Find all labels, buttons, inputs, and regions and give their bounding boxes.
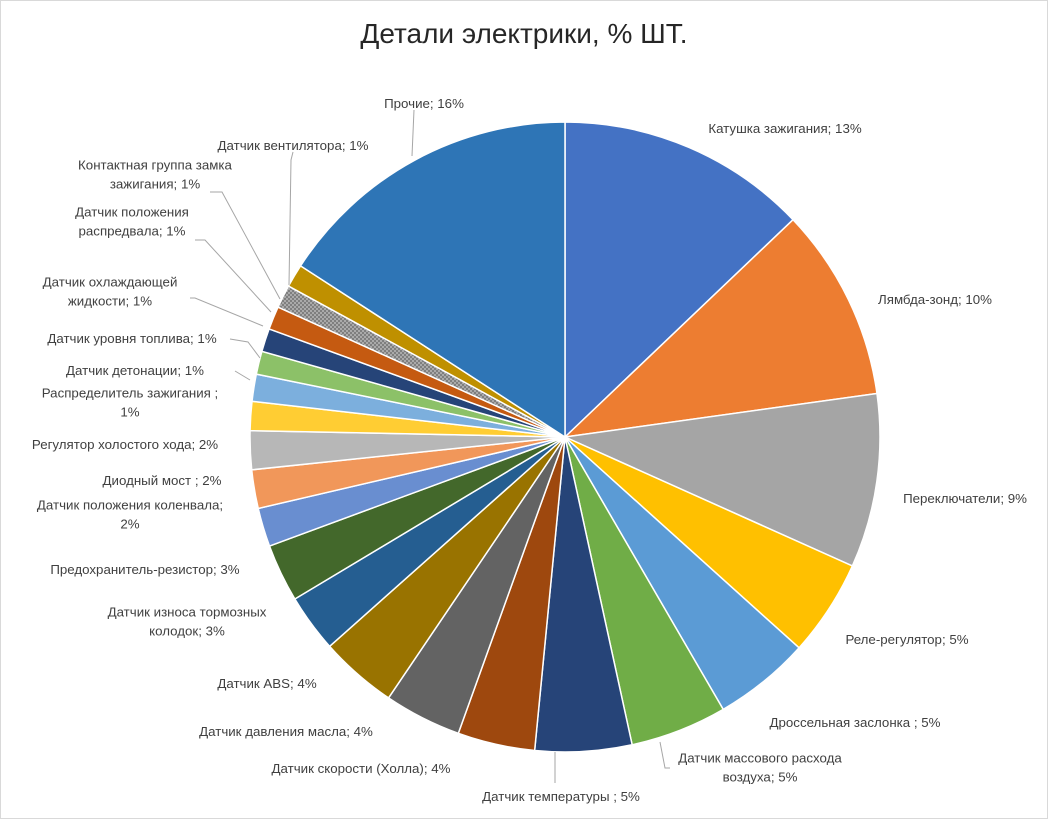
leader-line: [195, 239, 272, 313]
data-label-лямбда-зонд: Лямбда-зонд; 10%: [878, 292, 992, 307]
data-label-контактная-группа-замка-зажигания: Контактная группа замка зажигания; 1%: [78, 158, 232, 192]
data-label-датчик-вентилятора: Датчик вентилятора; 1%: [218, 138, 369, 153]
data-label-line: воздуха; 5%: [723, 770, 798, 785]
data-label-датчик-положения-распредвала: Датчик положения распредвала; 1%: [75, 205, 189, 239]
data-label-line: Датчик температуры ; 5%: [482, 789, 640, 804]
data-label-предохранитель-резистор: Предохранитель-резистор; 3%: [50, 562, 239, 577]
data-label-line: Переключатели; 9%: [903, 491, 1027, 506]
pie-slice-переключатели: [562, 392, 881, 567]
data-label-датчик-износа-тормозных-колодок: Датчик износа тормозных колодок; 3%: [108, 605, 267, 639]
leader-line: [190, 297, 264, 327]
data-label-реле-регулятор: Реле-регулятор; 5%: [845, 632, 968, 647]
data-label-line: Регулятор холостого хода; 2%: [32, 437, 218, 452]
data-label-line: колодок; 3%: [149, 624, 225, 639]
data-label-line: Контактная группа замка: [78, 158, 232, 173]
pie-slice-катушка-зажигания: [564, 121, 795, 439]
data-label-катушка-зажигания: Катушка зажигания; 13%: [708, 121, 862, 136]
data-label-датчик-abs: Датчик ABS; 4%: [217, 676, 316, 691]
data-label-line: 1%: [120, 405, 139, 420]
chart-title: Детали электрики, % ШТ.: [360, 18, 688, 49]
data-label-line: Датчик износа тормозных: [108, 605, 267, 620]
data-label-line: Распределитель зажигания ;: [42, 386, 218, 401]
data-label-line: Лямбда-зонд; 10%: [878, 292, 992, 307]
leader-line: [234, 370, 251, 381]
leader-line: [288, 151, 294, 286]
data-label-line: Датчик ABS; 4%: [217, 676, 316, 691]
data-label-дроссельная-заслонка: Дроссельная заслонка ; 5%: [770, 715, 941, 730]
data-label-line: Предохранитель-резистор; 3%: [50, 562, 239, 577]
data-label-датчик-охлаждающей-жидкости: Датчик охлаждающей жидкости; 1%: [43, 275, 178, 309]
data-label-line: Прочие; 16%: [384, 96, 464, 111]
data-label-прочие: Прочие; 16%: [384, 96, 464, 111]
data-label-line: Катушка зажигания; 13%: [708, 121, 862, 136]
data-label-датчик-массового-расхода-воздуха: Датчик массового расхода воздуха; 5%: [678, 751, 842, 785]
data-label-line: Диодный мост ; 2%: [103, 473, 222, 488]
data-label-line: Дроссельная заслонка ; 5%: [770, 715, 941, 730]
leader-line: [411, 109, 415, 157]
data-label-диодный-мост: Диодный мост ; 2%: [103, 473, 222, 488]
data-label-датчик-положения-коленвала: Датчик положения коленвала; 2%: [37, 498, 223, 532]
leader-line: [229, 338, 261, 359]
pie-slice-прочие: [299, 121, 566, 439]
leader-line: [210, 191, 281, 300]
leader-line: [659, 741, 670, 769]
data-label-датчик-температуры: Датчик температуры ; 5%: [482, 789, 640, 804]
data-label-line: жидкости; 1%: [68, 294, 152, 309]
data-label-распределитель-зажигания: Распределитель зажигания ; 1%: [42, 386, 218, 420]
data-label-line: Датчик давления масла; 4%: [199, 724, 373, 739]
data-label-line: Датчик уровня топлива; 1%: [47, 331, 216, 346]
data-label-регулятор-холостого-хода: Регулятор холостого хода; 2%: [32, 437, 218, 452]
data-label-датчик-детонации: Датчик детонации; 1%: [66, 363, 204, 378]
data-label-line: Датчик положения коленвала;: [37, 498, 223, 513]
data-label-line: Датчик вентилятора; 1%: [218, 138, 369, 153]
data-label-датчик-скорости-холла: Датчик скорости (Холла); 4%: [272, 761, 451, 776]
data-label-line: Датчик скорости (Холла); 4%: [272, 761, 451, 776]
data-label-line: Датчик детонации; 1%: [66, 363, 204, 378]
data-label-line: Датчик охлаждающей: [43, 275, 178, 290]
pie-slice-лямбда-зонд: [562, 218, 878, 439]
data-label-переключатели: Переключатели; 9%: [903, 491, 1027, 506]
data-label-line: Реле-регулятор; 5%: [845, 632, 968, 647]
data-label-line: распредвала; 1%: [79, 224, 186, 239]
data-label-датчик-уровня-топлива: Датчик уровня топлива; 1%: [47, 331, 216, 346]
data-label-датчик-давления-масла: Датчик давления масла; 4%: [199, 724, 373, 739]
data-label-line: Датчик массового расхода: [678, 751, 842, 766]
data-label-line: Датчик положения: [75, 205, 189, 220]
data-label-line: 2%: [120, 517, 139, 532]
data-label-line: зажигания; 1%: [110, 177, 201, 192]
